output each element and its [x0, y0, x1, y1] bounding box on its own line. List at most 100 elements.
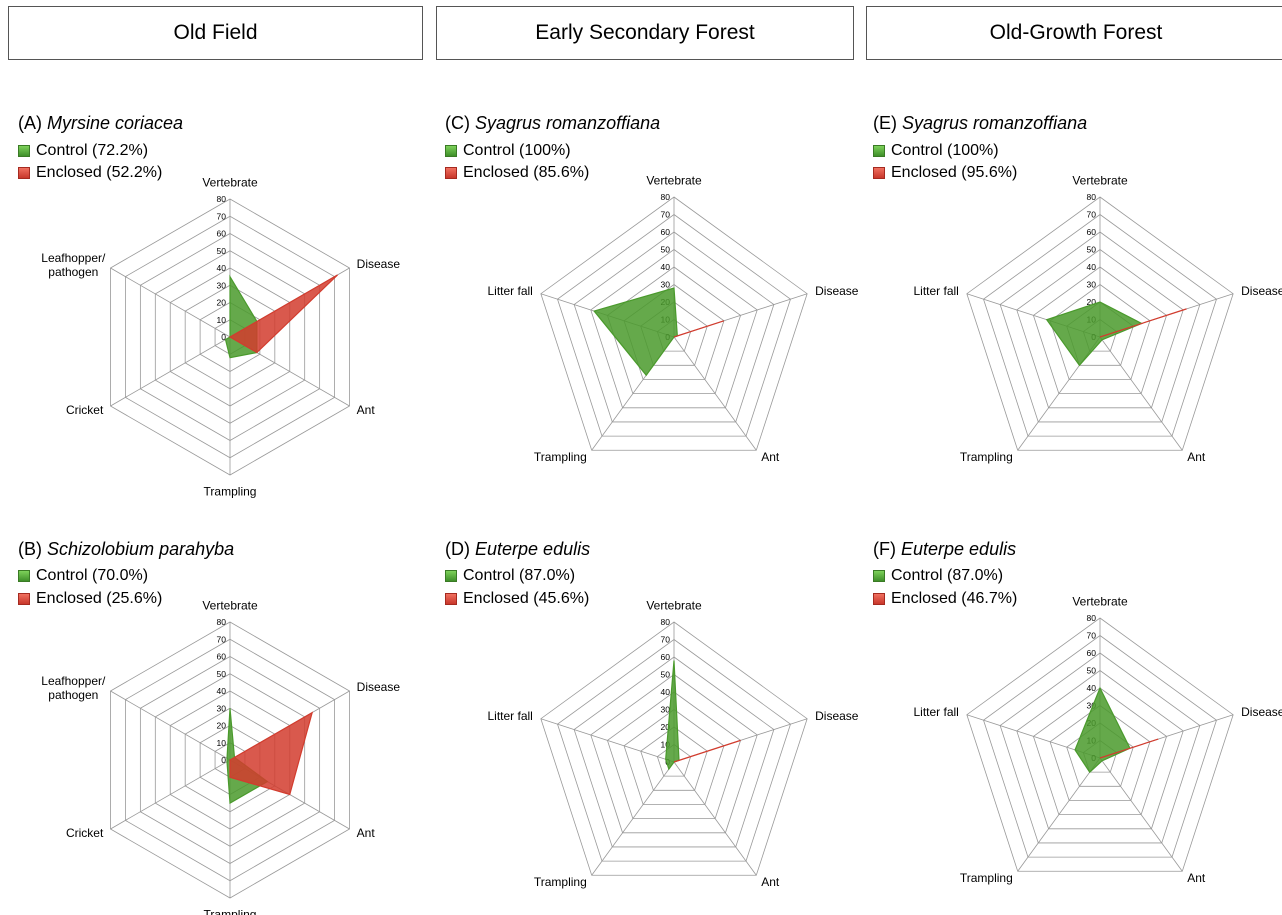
radar-d: 01020304050607080VertebrateLitter fallTr…: [488, 599, 859, 889]
legend-enclosed-f: Enclosed (46.7%): [873, 590, 1017, 608]
axis-spoke: [110, 336, 231, 407]
tick-label: 20: [217, 298, 227, 308]
control-swatch: [445, 570, 457, 582]
grid-ring: [1016, 670, 1184, 830]
enclosed-swatch: [873, 167, 885, 179]
tick-label: 30: [217, 703, 227, 713]
grid-ring: [999, 231, 1201, 423]
axis-label: Trampling: [960, 871, 1013, 885]
axis-label: Ant: [357, 826, 376, 840]
tick-label: 30: [1087, 701, 1097, 711]
axis-label-line: pathogen: [48, 688, 98, 702]
axis-label: Trampling: [960, 450, 1013, 464]
legend-label: Control (100%): [463, 142, 571, 159]
legend-enclosed-b: Enclosed (25.6%): [18, 590, 162, 608]
panel-letter: (A): [18, 113, 42, 133]
grid-ring: [966, 196, 1234, 451]
grid-ring: [999, 652, 1201, 844]
legend-control-b: Control (70.0%): [18, 567, 148, 585]
enclosed-series-area: [673, 320, 725, 338]
legend-label: Enclosed (46.7%): [891, 590, 1018, 607]
axis-label: Leafhopper/pathogen: [41, 251, 106, 279]
tick-label: 20: [661, 722, 671, 732]
panel-title-a: (A) Myrsine coriacea: [18, 113, 183, 134]
grid-ring: [540, 621, 808, 876]
axis-label: Cricket: [66, 403, 104, 417]
grid-ring: [1032, 266, 1168, 395]
legend-label: Control (87.0%): [463, 567, 576, 584]
tick-label: 50: [661, 670, 671, 680]
legend-control-e: Control (100%): [873, 142, 999, 160]
tick-label: 0: [221, 755, 226, 765]
tick-label: 60: [1087, 227, 1097, 237]
axis-label: Litter fall: [914, 284, 959, 298]
tick-label: 20: [217, 721, 227, 731]
axis-label: Litter fall: [914, 705, 959, 719]
axis-label: Disease: [1241, 705, 1282, 719]
grid-ring: [540, 196, 808, 451]
control-series-area: [665, 660, 680, 771]
axis-label: Ant: [357, 403, 376, 417]
axis-spoke: [110, 759, 231, 830]
tick-label: 40: [217, 263, 227, 273]
tick-label: 50: [661, 245, 671, 255]
legend-enclosed-d: Enclosed (45.6%): [445, 590, 589, 608]
grid-ring: [557, 639, 791, 862]
grid-ring: [1049, 705, 1151, 801]
axis-label: Trampling: [204, 907, 257, 915]
tick-label: 80: [217, 194, 227, 204]
tick-label: 40: [1087, 262, 1097, 272]
panel-title-e: (E) Syagrus romanzoffiana: [873, 113, 1087, 134]
tick-label: 60: [1087, 648, 1097, 658]
control-swatch: [873, 570, 885, 582]
axis-label: Leafhopper/pathogen: [41, 674, 106, 702]
grid-ring: [623, 709, 725, 805]
axis-label: Trampling: [534, 875, 587, 889]
tick-label: 70: [217, 211, 227, 221]
header-old-field: Old Field: [8, 6, 423, 60]
tick-label: 80: [661, 192, 671, 202]
enclosed-swatch: [445, 167, 457, 179]
legend-label: Enclosed (52.2%): [36, 164, 163, 181]
panel-letter: (F): [873, 539, 896, 559]
grid-ring: [1049, 284, 1151, 380]
panel-letter: (C): [445, 113, 470, 133]
axis-label: Vertebrate: [202, 599, 258, 613]
control-swatch: [445, 145, 457, 157]
axis-label: Trampling: [204, 484, 257, 498]
grid-ring: [573, 656, 775, 848]
grid-ring: [983, 635, 1217, 858]
legend-label: Enclosed (25.6%): [36, 590, 163, 607]
axis-label: Ant: [761, 875, 780, 889]
axis-spoke: [673, 336, 757, 451]
axis-label: Disease: [815, 284, 859, 298]
legend-label: Control (70.0%): [36, 567, 149, 584]
panel-letter: (B): [18, 539, 42, 559]
enclosed-swatch: [873, 593, 885, 605]
tick-label: 60: [217, 229, 227, 239]
tick-label: 80: [217, 617, 227, 627]
grid-ring: [1016, 249, 1184, 409]
axis-label: Disease: [357, 680, 401, 694]
axis-spoke: [110, 267, 231, 338]
enclosed-series-area: [1099, 738, 1159, 759]
tick-label: 80: [1087, 192, 1097, 202]
axis-label: Vertebrate: [1072, 595, 1128, 609]
legend-label: Control (100%): [891, 142, 999, 159]
control-series-area: [1074, 686, 1131, 774]
tick-label: 70: [1087, 210, 1097, 220]
panel-letter: (D): [445, 539, 470, 559]
panel-title-d: (D) Euterpe edulis: [445, 539, 590, 560]
tick-label: 10: [217, 738, 227, 748]
tick-label: 40: [217, 686, 227, 696]
axis-label: Litter fall: [488, 284, 533, 298]
radar-f: 01020304050607080VertebrateLitter fallTr…: [914, 595, 1282, 885]
axis-label-line: Leafhopper/: [41, 674, 106, 688]
radar-c: 01020304050607080VertebrateLitter fallTr…: [488, 174, 859, 464]
tick-label: 10: [661, 740, 671, 750]
axis-label: Vertebrate: [646, 174, 702, 188]
tick-label: 10: [217, 315, 227, 325]
enclosed-series-area: [228, 274, 338, 354]
grid-ring: [590, 249, 758, 409]
axis-spoke: [1017, 757, 1101, 872]
